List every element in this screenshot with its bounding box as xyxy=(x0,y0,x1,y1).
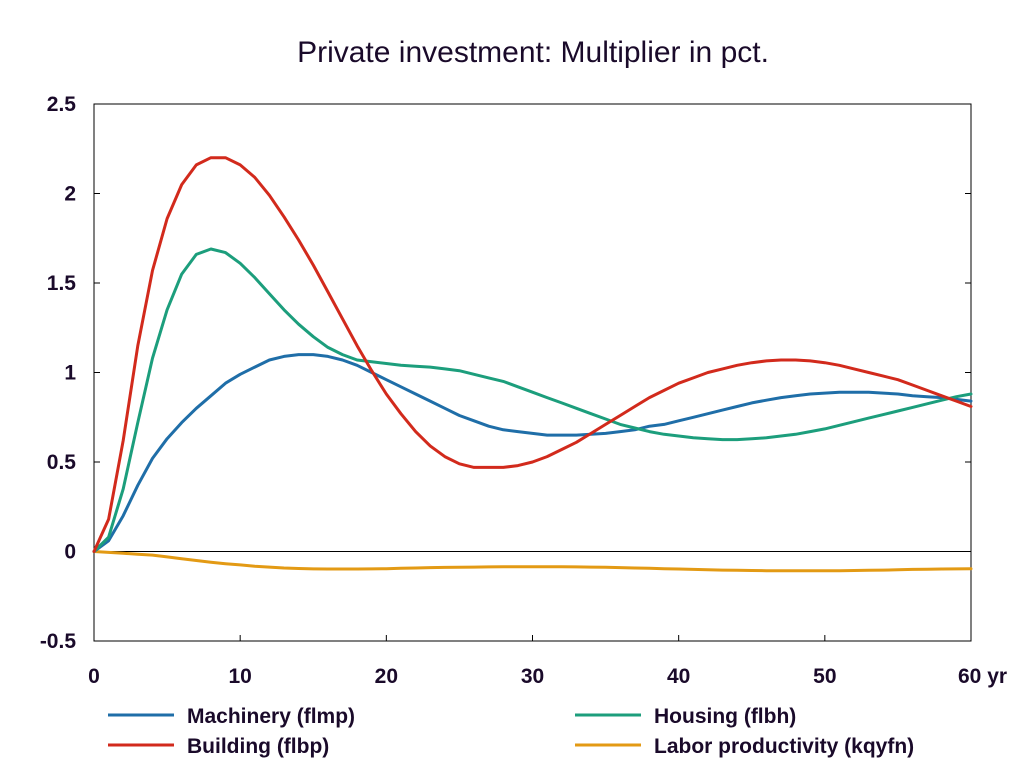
legend-label: Labor productivity (kqyfn) xyxy=(654,735,914,758)
x-tick-label: 40 xyxy=(667,665,690,688)
y-tick-label: 1 xyxy=(64,362,76,385)
x-tick-label: 30 xyxy=(521,665,544,688)
y-tick-label: 2.5 xyxy=(47,93,77,116)
legend-label: Machinery (flmp) xyxy=(187,705,355,728)
y-tick-label: 0.5 xyxy=(47,451,77,474)
plot-frame xyxy=(93,103,972,642)
y-tick-label: 0 xyxy=(64,541,76,564)
y-tick-label: -0.5 xyxy=(40,630,77,653)
x-tick-label: 10 xyxy=(228,665,251,688)
x-tick-label: 60 yr xyxy=(958,665,1007,688)
x-tick-label: 20 xyxy=(375,665,398,688)
legend-label: Building (flbp) xyxy=(187,735,329,758)
chart-title: Private investment: Multiplier in pct. xyxy=(297,36,769,69)
y-tick-label: 2 xyxy=(64,183,76,206)
series-layer xyxy=(92,156,973,573)
series-line-1 xyxy=(92,353,973,553)
series-line-2 xyxy=(92,156,973,553)
y-tick-label: 1.5 xyxy=(47,272,77,295)
x-tick-label: 50 xyxy=(813,665,836,688)
series-line-4 xyxy=(92,550,973,573)
ticks-layer: -0.5 0 0.5 1 1.5 2 2.5 0 10 20 30 40 50 60 yr xyxy=(40,93,1007,688)
series-line-3 xyxy=(92,247,973,553)
legend-label: Housing (flbh) xyxy=(654,705,796,728)
legend: Machinery (flmp) Building (flbp) Housing (… xyxy=(108,705,914,758)
x-tick-label: 0 xyxy=(88,665,100,688)
